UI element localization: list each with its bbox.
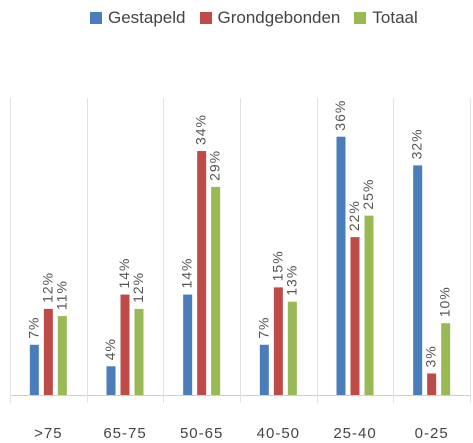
data-label: 11% (53, 280, 69, 310)
data-label: 13% (283, 265, 299, 296)
bar-totaal-3 (287, 301, 297, 395)
legend-swatch-grondgebonden (199, 12, 212, 24)
x-tick-label: 25-40 (333, 425, 376, 442)
legend-swatch-gestapeld (90, 12, 102, 24)
legend-swatch-totaal (354, 12, 367, 24)
data-label: 10% (437, 286, 453, 317)
bar-grondgebonden-4 (350, 237, 360, 395)
data-label: 12% (130, 272, 146, 303)
bar-totaal-4 (364, 215, 374, 395)
bar-gestapeld-5 (413, 165, 423, 395)
legend-item-totaal: Totaal (354, 8, 418, 28)
data-label: 15% (269, 250, 285, 281)
legend-label-gestapeld: Gestapeld (108, 8, 186, 27)
data-label: 25% (360, 179, 376, 210)
legend-label-totaal: Totaal (372, 8, 418, 27)
data-label: 29% (207, 150, 223, 181)
data-label: 3% (423, 345, 439, 367)
bar-totaal-5 (441, 323, 451, 395)
data-label: 32% (409, 128, 425, 159)
legend-item-grondgebonden: Grondgebonden (199, 8, 341, 28)
bar-grondgebonden-1 (120, 294, 130, 395)
data-label: 34% (193, 114, 209, 145)
legend-label-grondgebonden: Grondgebonden (217, 8, 341, 27)
legend: Gestapeld Grondgebonden Totaal (90, 8, 418, 28)
data-label: 7% (25, 317, 41, 339)
bar-gestapeld-4 (336, 136, 346, 395)
legend-item-gestapeld: Gestapeld (90, 8, 186, 28)
x-tick-label: 50-65 (180, 425, 223, 442)
data-label: 4% (102, 338, 118, 360)
data-label: 7% (255, 317, 271, 339)
x-tick-label: >75 (34, 425, 62, 442)
data-label: 22% (346, 200, 362, 231)
x-tick-label: 65-75 (103, 425, 146, 442)
x-tick-label: 0-25 (415, 425, 449, 442)
bar-totaal-0 (57, 316, 67, 395)
bar-grondgebonden-3 (273, 287, 283, 395)
bar-gestapeld-3 (259, 344, 269, 395)
data-label: 14% (116, 258, 132, 289)
bar-gestapeld-0 (29, 344, 39, 395)
data-label: 36% (332, 100, 348, 131)
data-label: 12% (39, 272, 55, 303)
bar-grondgebonden-5 (427, 373, 437, 395)
bar-gestapeld-1 (106, 366, 116, 395)
bar-grondgebonden-2 (197, 151, 207, 395)
bar-totaal-2 (211, 186, 221, 395)
bar-totaal-1 (134, 308, 144, 395)
x-tick-label: 40-50 (257, 425, 300, 442)
bar-gestapeld-2 (183, 294, 193, 395)
data-label: 14% (179, 258, 195, 289)
bar-grondgebonden-0 (43, 308, 53, 395)
